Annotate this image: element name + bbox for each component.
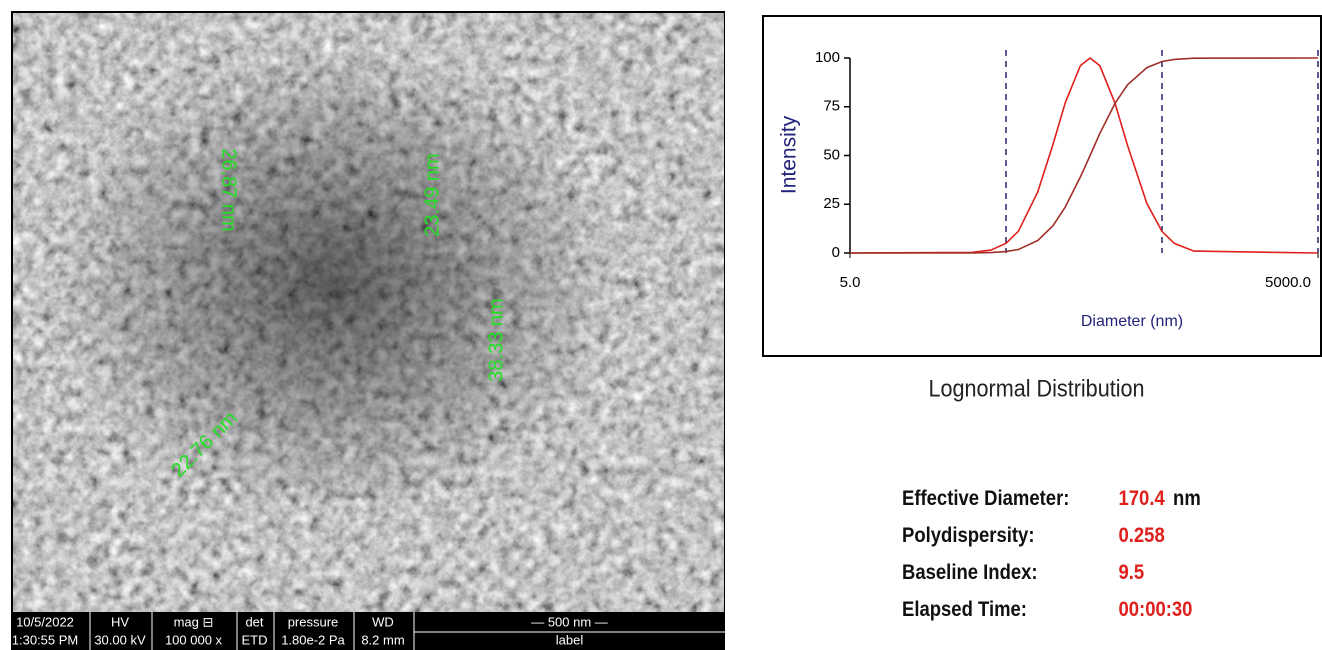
result-value: 170.4: [1118, 487, 1164, 511]
measurement-label: 26.87 nm: [218, 148, 240, 231]
y-tick-label: 25: [823, 195, 840, 212]
root: 26.87 nm23.49 nm38.33 nm22.76 nm 10/5/20…: [0, 0, 1322, 650]
result-value: 9.5: [1118, 561, 1144, 585]
chart-frame: [763, 16, 1321, 356]
y-tick-label: 75: [823, 98, 840, 115]
result-label: Effective Diameter:: [902, 487, 1069, 511]
info-value: label: [556, 632, 584, 647]
result-label: Baseline Index:: [902, 561, 1038, 585]
info-header: — 500 nm —: [531, 614, 608, 629]
page: SEM and DLS {"sem": { "measurements": ["…: [0, 0, 1322, 650]
result-value: 00:00:30: [1118, 598, 1192, 622]
info-header: 10/5/2022: [16, 614, 74, 629]
y-tick-label: 100: [815, 49, 840, 66]
info-header: mag ⊟: [174, 614, 214, 629]
info-header: pressure: [288, 614, 339, 629]
info-value: 1.80e-2 Pa: [281, 632, 345, 647]
x-tick-label: 5000.0: [1265, 274, 1311, 291]
result-unit: nm: [1173, 487, 1201, 511]
result-label: Elapsed Time:: [902, 598, 1027, 622]
y-tick-label: 0: [832, 244, 840, 261]
info-value: 100 000 x: [165, 632, 223, 647]
y-axis-label: Intensity: [778, 115, 801, 194]
micrograph-shadow: [12, 12, 725, 612]
y-tick-label: 50: [823, 146, 840, 163]
x-tick-label: 5.0: [840, 274, 861, 291]
info-header: det: [245, 614, 263, 629]
info-header: HV: [111, 614, 129, 629]
info-value: 30.00 kV: [94, 632, 146, 647]
measurement-label: 38.33 nm: [485, 298, 507, 381]
info-value: ETD: [242, 632, 268, 647]
result-label: Polydispersity:: [902, 524, 1034, 548]
info-header: WD: [372, 614, 394, 629]
info-value: 1:30:55 PM: [12, 632, 79, 647]
chart-title: Lognormal Distribution: [928, 374, 1144, 401]
x-axis-label: Diameter (nm): [1081, 313, 1183, 330]
info-value: 8.2 mm: [361, 632, 404, 647]
measurement-label: 23.49 nm: [421, 153, 443, 236]
chart: Diameter (nm) Intensity Lognormal Distri…: [762, 0, 1322, 420]
result-value: 0.258: [1118, 524, 1164, 548]
